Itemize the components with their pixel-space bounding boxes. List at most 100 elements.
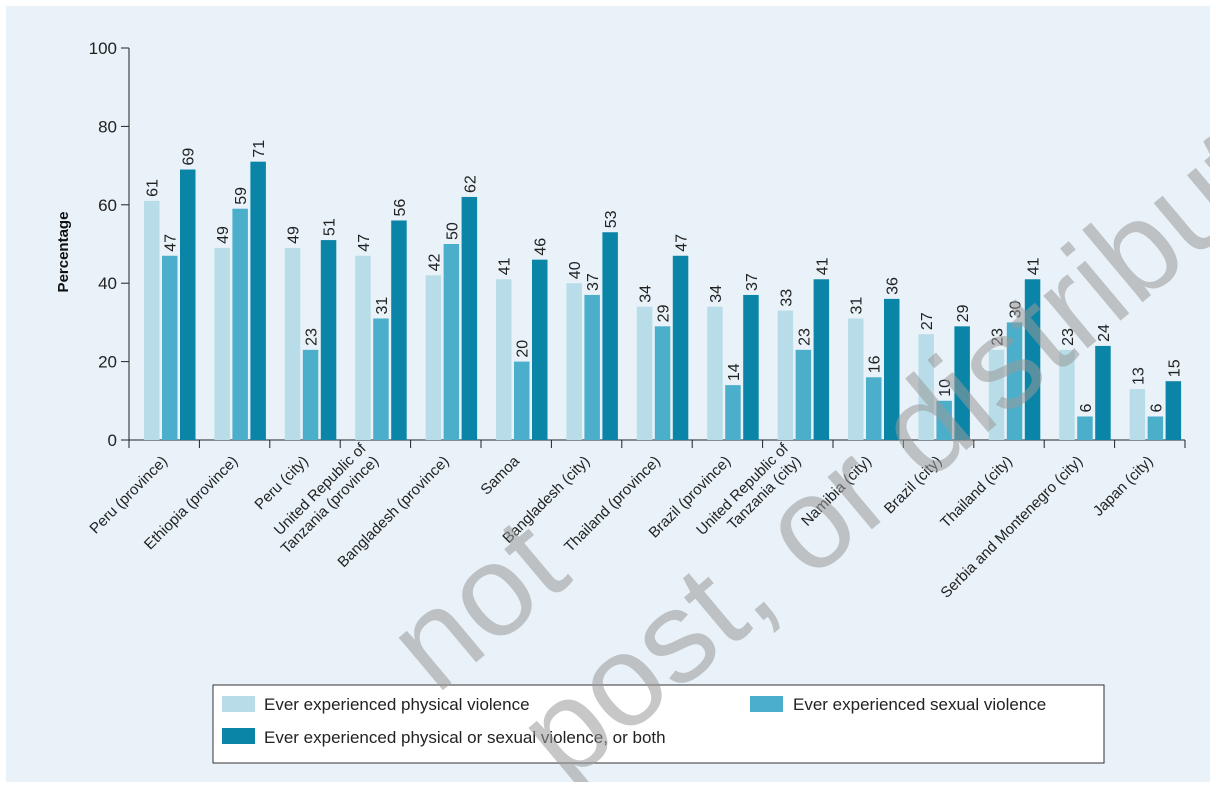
data-label: 23	[990, 328, 1007, 346]
bar	[180, 169, 196, 440]
bar	[866, 377, 882, 440]
data-label: 59	[233, 187, 250, 205]
data-label: 62	[462, 175, 479, 193]
data-label: 41	[1026, 257, 1043, 275]
bar	[214, 247, 230, 440]
data-label: 53	[603, 210, 620, 228]
legend-box	[212, 684, 1105, 764]
data-label: 14	[726, 363, 743, 381]
y-tick-label: 0	[108, 431, 117, 450]
data-label: 41	[814, 257, 831, 275]
y-tick-label: 100	[89, 39, 117, 58]
data-label: 31	[374, 297, 391, 315]
data-label: 30	[1008, 301, 1025, 319]
data-label: 46	[533, 238, 550, 256]
data-label: 10	[937, 379, 954, 397]
category-label: Samoa	[477, 452, 523, 498]
category-label-line: Japan (city)	[1090, 453, 1157, 520]
legend-label-sexual: Ever experienced sexual violence	[793, 695, 1046, 714]
legend-swatch-both	[222, 728, 255, 744]
bar	[654, 326, 671, 440]
data-label: 47	[163, 234, 180, 252]
bar	[1095, 345, 1111, 440]
bar	[302, 349, 319, 440]
bar	[461, 196, 478, 440]
bar	[232, 208, 248, 440]
bar	[355, 255, 371, 440]
data-label: 42	[426, 253, 443, 271]
bar	[918, 334, 934, 440]
data-label: 47	[356, 234, 373, 252]
data-label: 61	[145, 179, 162, 197]
bar	[1077, 416, 1093, 440]
bar	[532, 259, 548, 440]
data-label: 29	[656, 304, 673, 322]
bar	[954, 326, 970, 440]
data-label: 71	[251, 140, 268, 158]
bar	[936, 400, 952, 440]
bar	[602, 232, 618, 440]
data-label: 31	[849, 297, 866, 315]
data-label: 13	[1130, 367, 1147, 385]
data-label: 20	[515, 340, 532, 358]
bar	[1024, 279, 1041, 440]
data-label: 37	[585, 273, 602, 291]
data-label: 41	[497, 257, 514, 275]
legend-label-both: Ever experienced physical or sexual viol…	[264, 728, 666, 747]
bar	[566, 283, 582, 440]
bar	[1059, 349, 1075, 440]
legend: Ever experienced physical violence Ever …	[212, 684, 1105, 764]
bar	[425, 275, 442, 440]
bar	[672, 255, 689, 440]
bar	[777, 310, 794, 440]
data-label: 27	[919, 312, 936, 330]
data-label: 33	[778, 289, 795, 307]
y-tick-label: 40	[98, 274, 117, 293]
legend-swatch-physical	[222, 696, 255, 712]
data-label: 69	[181, 148, 198, 166]
bar	[725, 385, 741, 440]
data-labels: 6147694959714923514731564250624120464037…	[145, 140, 1184, 413]
data-label: 34	[638, 285, 655, 303]
chart-panel: 0 20 40 60 80 100 61 47 69 49 59 71 49 23 51 47 31 56 42 5…	[6, 6, 1210, 782]
y-tick-label: 80	[98, 117, 117, 136]
data-label: 36	[885, 277, 902, 295]
data-label: 37	[744, 273, 761, 291]
data-label: 23	[1060, 328, 1077, 346]
bar	[795, 349, 812, 440]
data-label: 6	[1078, 403, 1095, 412]
bar	[284, 247, 301, 440]
bar	[514, 361, 530, 440]
bar	[250, 161, 266, 440]
bar	[884, 298, 900, 440]
data-label: 24	[1096, 324, 1113, 342]
y-tick-label: 60	[98, 196, 117, 215]
data-label: 23	[304, 328, 321, 346]
bar	[443, 244, 460, 440]
bar	[743, 294, 759, 440]
y-axis-label: Percentage	[55, 212, 72, 293]
bar	[584, 294, 600, 440]
y-tick-label: 20	[98, 353, 117, 372]
bar	[496, 279, 512, 440]
category-label: Japan (city)	[1090, 453, 1157, 520]
data-label: 23	[796, 328, 813, 346]
data-label: 51	[322, 218, 339, 236]
bar	[813, 279, 830, 440]
bar	[707, 306, 723, 440]
bar	[636, 306, 653, 440]
data-label: 16	[867, 355, 884, 373]
bar	[320, 240, 337, 440]
bar	[373, 318, 389, 440]
legend-label-physical: Ever experienced physical violence	[264, 695, 530, 714]
data-label: 6	[1148, 403, 1165, 412]
category-labels: Peru (province)Ethiopia (province) Peru (…	[86, 439, 1156, 601]
data-label: 49	[215, 226, 232, 244]
legend-swatch-sexual	[750, 696, 783, 712]
data-label: 40	[567, 261, 584, 279]
bar	[988, 349, 1005, 440]
bar	[391, 220, 407, 440]
bar	[1006, 322, 1023, 440]
bar	[1165, 381, 1182, 440]
bar	[144, 200, 160, 440]
